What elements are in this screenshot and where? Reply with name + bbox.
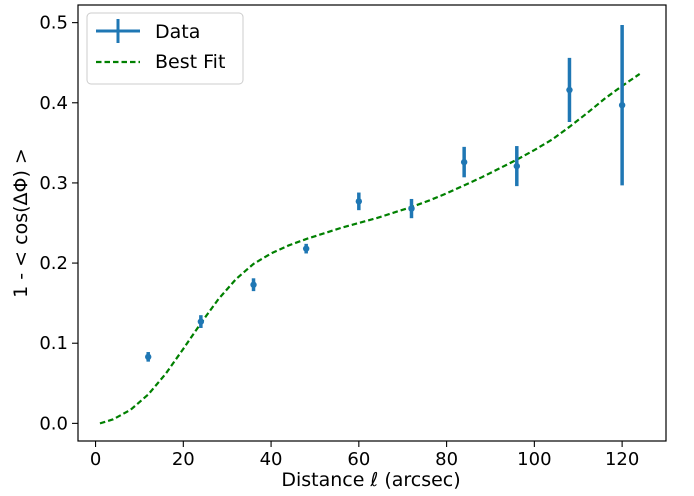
data-point [250,281,257,288]
x-axis-label: Distance ℓ (arcsec) [281,469,460,491]
best-fit-line [99,73,641,425]
data-point [145,353,152,361]
x-tick-label: 40 [260,449,283,470]
x-tick-label: 80 [435,449,458,470]
data-point [618,101,626,109]
y-tick-label: 0.3 [39,173,68,194]
x-tick-label: 100 [517,449,551,470]
data-point [302,245,310,252]
legend: Data Best Fit [86,12,244,85]
data-points-layer [145,25,626,362]
data-point [355,198,363,205]
legend-label-best-fit: Best Fit [155,51,225,73]
best-fit-layer [99,73,641,425]
y-tick-label: 0.5 [39,13,68,34]
data-point [408,205,415,212]
x-tick-label: 0 [90,449,101,470]
data-point [197,318,205,325]
x-tick-label: 60 [347,449,370,470]
y-axis-ticks: 0.0 0.1 0.2 0.3 0.4 0.5 [39,13,78,434]
y-axis-label: 1 - < cos(ΔΦ) > [10,148,32,298]
legend-data-marker [96,19,140,43]
y-tick-label: 0.1 [39,333,68,354]
y-tick-label: 0.0 [39,413,68,434]
x-axis-ticks: 0 20 40 60 80 100 120 [90,441,639,470]
data-point [566,86,573,94]
y-tick-label: 0.4 [39,93,68,114]
legend-label-data: Data [155,21,200,43]
plot-frame [77,4,667,442]
x-tick-label: 120 [605,449,639,470]
data-point [460,158,468,166]
y-tick-label: 0.2 [39,253,68,274]
x-tick-label: 20 [172,449,195,470]
data-point [513,162,521,170]
